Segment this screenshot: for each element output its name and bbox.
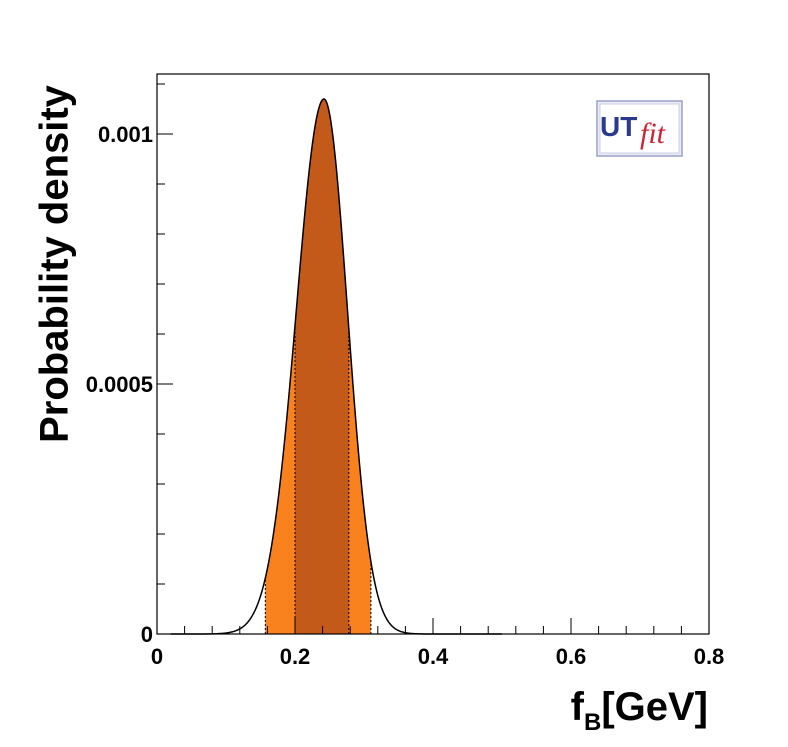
y-tick-label: 0 [141,622,153,647]
x-axis-label: fB[GeV] [571,685,708,736]
y-axis-label: Probability density [33,84,77,443]
credible-interval-regions [264,99,372,634]
logo-text-fit: fit [640,117,666,150]
x-tick-label: 0.2 [280,644,311,669]
axis-ticks [156,83,710,635]
x-tick-label: 0 [151,644,163,669]
interval-region-1 [295,99,349,634]
logo-text-ut: UT [600,111,637,142]
x-tick-label: 0.8 [694,644,725,669]
x-tick-label: 0.4 [418,644,449,669]
utfit-logo: UT fit [596,100,683,157]
x-axis-label-unit: [GeV] [601,685,708,729]
y-tick-labels: 0 0.0005 0.001 [86,122,153,647]
y-tick-label: 0.0005 [86,372,153,397]
x-tick-labels: 0 0.2 0.4 0.6 0.8 [151,644,724,669]
x-axis-label-main: f [571,685,585,729]
y-tick-label: 0.001 [98,122,153,147]
x-axis-label-subscript: B [584,709,601,736]
x-tick-label: 0.6 [556,644,587,669]
plot-frame [156,73,710,635]
